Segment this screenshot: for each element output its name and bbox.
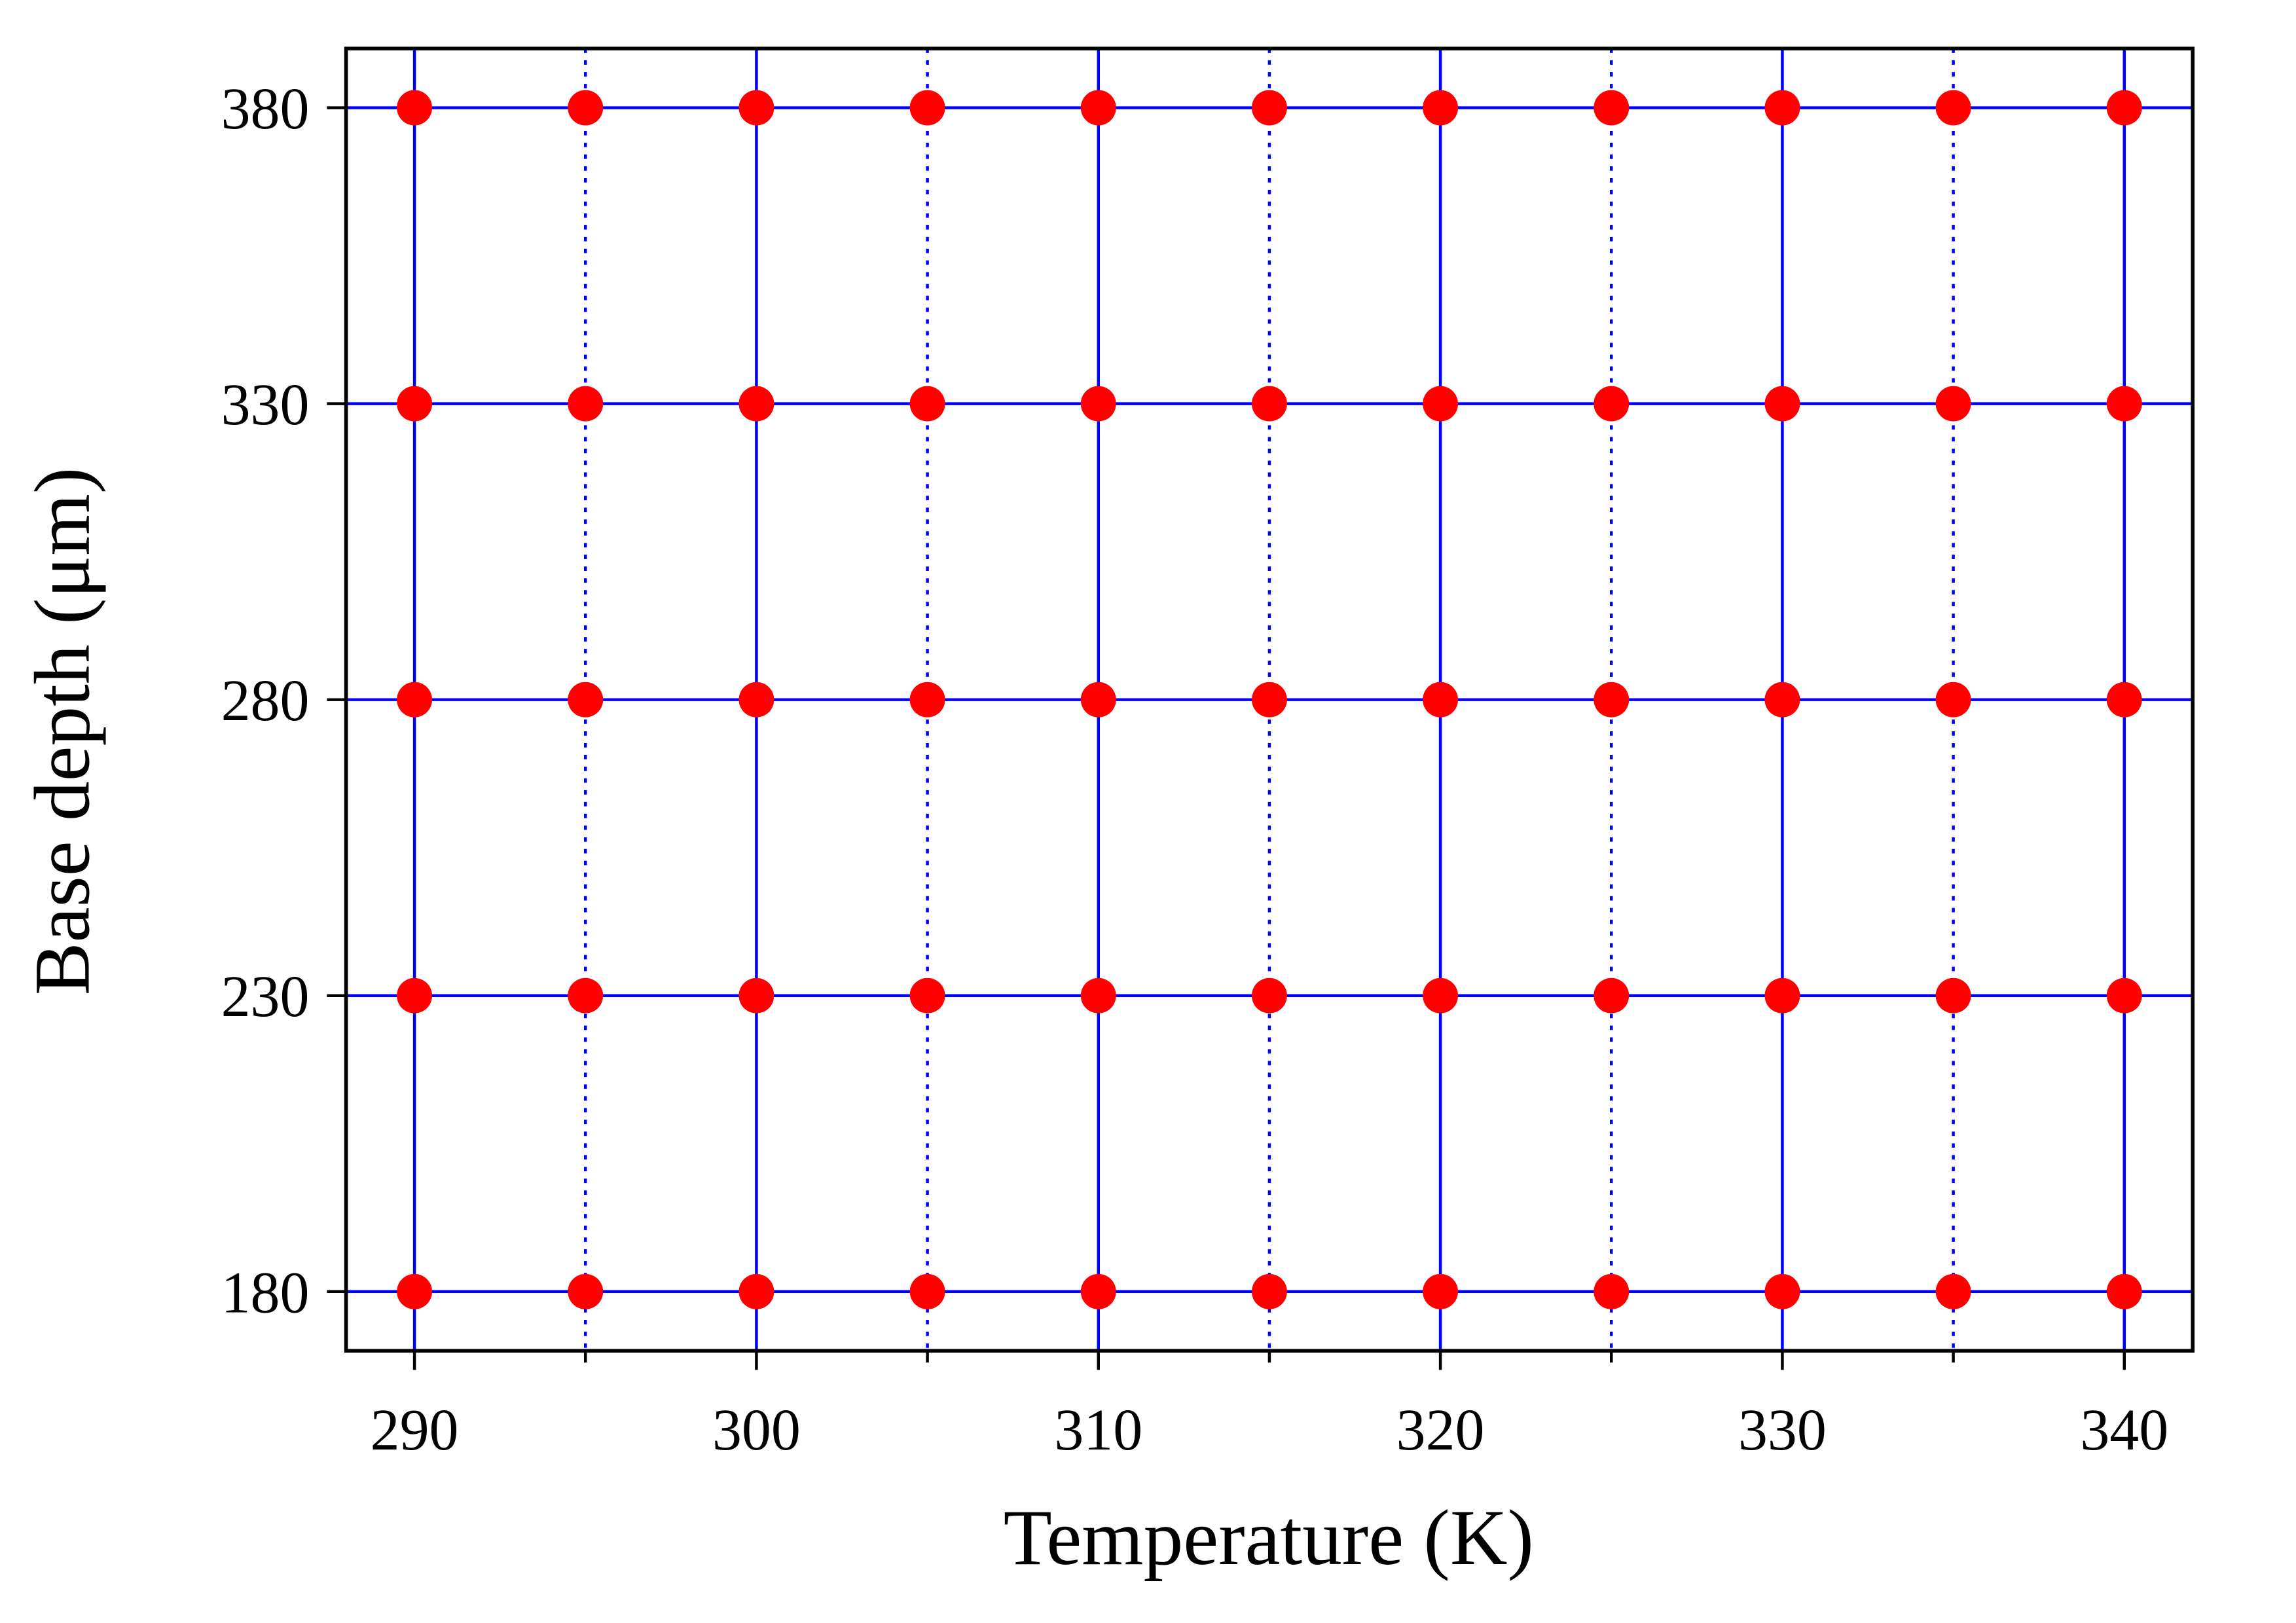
y-tick-label: 380: [221, 77, 310, 141]
point: [1935, 1273, 1971, 1309]
x-tick-label: 290: [371, 1398, 459, 1463]
point: [1080, 682, 1116, 718]
point: [1080, 977, 1116, 1013]
point: [568, 682, 604, 718]
x-tick-label: 300: [712, 1398, 801, 1463]
point: [1935, 977, 1971, 1013]
y-tick-label: 230: [221, 964, 310, 1029]
point: [1251, 1273, 1287, 1309]
point: [568, 977, 604, 1013]
point: [397, 386, 433, 422]
x-tick-label: 330: [1738, 1398, 1827, 1463]
point: [738, 682, 774, 718]
point: [1935, 386, 1971, 422]
point: [1423, 386, 1459, 422]
point: [909, 682, 945, 718]
point: [738, 90, 774, 126]
point: [738, 386, 774, 422]
point: [1080, 1273, 1116, 1309]
point: [738, 977, 774, 1013]
point: [1423, 90, 1459, 126]
point: [1764, 90, 1800, 126]
x-tick-label: 310: [1054, 1398, 1142, 1463]
point: [1251, 90, 1287, 126]
y-tick-label: 330: [221, 373, 310, 437]
point: [909, 1273, 945, 1309]
point: [1764, 386, 1800, 422]
point: [1764, 1273, 1800, 1309]
point: [1935, 682, 1971, 718]
point: [1594, 682, 1630, 718]
point: [2106, 90, 2142, 126]
x-tick-label: 320: [1396, 1398, 1485, 1463]
point: [397, 1273, 433, 1309]
point: [1935, 90, 1971, 126]
point: [2106, 977, 2142, 1013]
point: [1251, 977, 1287, 1013]
point: [1764, 682, 1800, 718]
point: [1764, 977, 1800, 1013]
point: [1423, 977, 1459, 1013]
point: [1423, 682, 1459, 718]
point: [1594, 90, 1630, 126]
point: [738, 1273, 774, 1309]
point: [2106, 1273, 2142, 1309]
plot-frame: [344, 46, 2195, 1353]
point: [397, 977, 433, 1013]
point: [1594, 977, 1630, 1013]
point: [568, 386, 604, 422]
point: [1251, 386, 1287, 422]
point: [2106, 386, 2142, 422]
point: [568, 1273, 604, 1309]
point: [1080, 90, 1116, 126]
point: [397, 682, 433, 718]
y-tick-label: 280: [221, 668, 310, 733]
point: [909, 977, 945, 1013]
point: [1251, 682, 1287, 718]
x-axis-label: Temperature (K): [1004, 1494, 1534, 1582]
point: [1080, 386, 1116, 422]
y-tick-label: 180: [221, 1260, 310, 1325]
point: [909, 386, 945, 422]
point: [1594, 386, 1630, 422]
y-axis-label: Base depth (μm): [18, 467, 106, 995]
point: [397, 90, 433, 126]
point: [568, 90, 604, 126]
point: [1423, 1273, 1459, 1309]
point: [909, 90, 945, 126]
point: [2106, 682, 2142, 718]
x-tick-label: 340: [2080, 1398, 2168, 1463]
point: [1594, 1273, 1630, 1309]
